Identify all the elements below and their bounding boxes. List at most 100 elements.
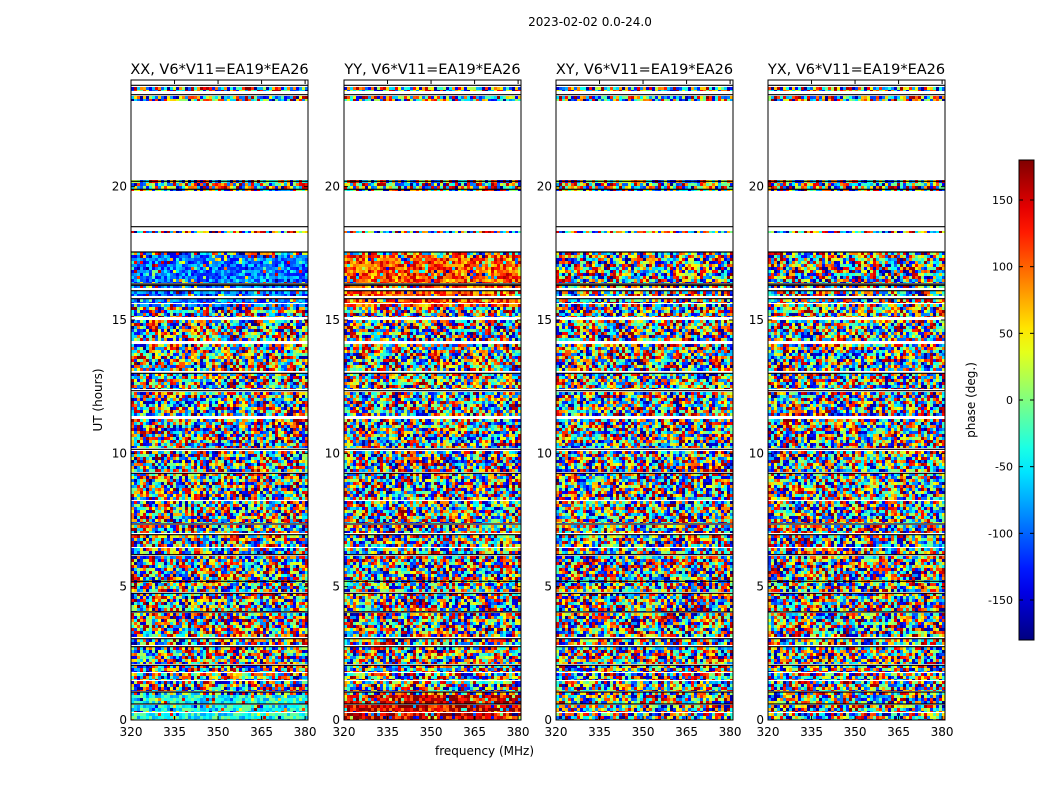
time-band	[131, 673, 308, 680]
panel-title: XX, V6*V11=EA19*EA26	[130, 62, 308, 78]
time-band	[131, 613, 308, 637]
row-separators	[131, 84, 308, 705]
time-band	[131, 291, 308, 296]
time-band	[131, 473, 308, 500]
x-tick-label: 380	[507, 725, 530, 739]
x-tick-label: 365	[463, 725, 486, 739]
time-band	[556, 673, 733, 680]
time-band	[131, 285, 308, 288]
time-band	[768, 613, 945, 637]
time-band	[556, 692, 733, 704]
time-band	[344, 344, 521, 371]
panel-title: XY, V6*V11=EA19*EA26	[556, 62, 733, 78]
plot-frame	[130, 79, 309, 721]
y-tick-label: 5	[332, 580, 340, 594]
x-tick-label: 365	[675, 725, 698, 739]
time-band	[344, 87, 521, 91]
y-tick-label: 15	[325, 313, 340, 327]
x-axis-label: frequency (MHz)	[435, 744, 534, 758]
y-tick-label: 10	[537, 446, 552, 460]
row-separators	[344, 84, 521, 705]
time-band	[344, 681, 521, 691]
time-band	[768, 231, 945, 233]
y-tick-label: 10	[749, 446, 764, 460]
y-tick-label: 10	[112, 446, 127, 460]
time-band	[768, 501, 945, 523]
time-band	[344, 473, 521, 500]
time-band	[768, 96, 945, 101]
y-tick-label: 20	[749, 180, 764, 194]
time-band	[556, 419, 733, 448]
time-band	[344, 613, 521, 637]
time-band	[556, 613, 733, 637]
time-band	[344, 593, 521, 612]
time-band	[344, 392, 521, 416]
time-band	[768, 419, 945, 448]
x-tick-label: 365	[250, 725, 273, 739]
time-band	[131, 647, 308, 664]
time-band	[768, 593, 945, 612]
colorbar-tick-label: 100	[992, 261, 1013, 274]
time-band	[556, 299, 733, 303]
x-tick-label: 335	[800, 725, 823, 739]
time-band	[768, 285, 945, 288]
y-tick-label: 15	[749, 313, 764, 327]
y-tick-label: 5	[756, 580, 764, 594]
time-band	[344, 419, 521, 448]
colorbar-tick-label: 50	[999, 327, 1013, 340]
time-band	[556, 285, 733, 288]
colorbar-tick-label: 0	[1006, 394, 1013, 407]
time-band	[131, 252, 308, 283]
time-band	[768, 692, 945, 704]
time-band	[344, 705, 521, 712]
x-tick-label: 320	[545, 725, 568, 739]
time-band	[344, 535, 521, 547]
time-band	[344, 451, 521, 472]
time-band	[131, 96, 308, 101]
panels: XX, V6*V11=EA19*EA26 320 335 350 365 380 0 5 10 1…	[91, 62, 954, 758]
y-tick-label: 10	[325, 446, 340, 460]
time-band	[556, 96, 733, 101]
x-tick-label: 335	[163, 725, 186, 739]
plot-frame	[555, 79, 734, 721]
time-band	[768, 473, 945, 500]
panel-4: YX, V6*V11=EA19*EA26 320 335 350 365 380 0 5 10 1…	[749, 62, 954, 739]
colorbar-tick-label: 150	[992, 194, 1013, 207]
time-band	[556, 681, 733, 691]
time-band	[556, 647, 733, 664]
time-band	[768, 344, 945, 371]
y-tick-label: 20	[112, 180, 127, 194]
plot-frame	[343, 79, 522, 721]
time-band	[768, 525, 945, 533]
time-band	[344, 231, 521, 233]
time-band	[344, 548, 521, 555]
time-band	[344, 692, 521, 704]
x-tick-label: 320	[120, 725, 143, 739]
phase-image	[131, 87, 308, 720]
time-band	[344, 673, 521, 680]
time-band	[768, 304, 945, 317]
y-tick-label: 15	[537, 313, 552, 327]
time-band	[556, 320, 733, 341]
x-tick-label: 380	[931, 725, 954, 739]
time-band	[768, 392, 945, 416]
y-tick-label: 0	[756, 713, 764, 727]
time-band	[768, 451, 945, 472]
time-band	[556, 705, 733, 712]
time-band	[344, 320, 521, 341]
time-band	[768, 713, 945, 720]
time-band	[556, 501, 733, 523]
time-band	[768, 87, 945, 91]
y-tick-label: 0	[119, 713, 127, 727]
row-separators	[556, 84, 733, 705]
time-band	[131, 451, 308, 472]
time-band	[131, 320, 308, 341]
time-band	[556, 451, 733, 472]
time-band	[768, 665, 945, 672]
time-band	[344, 713, 521, 720]
time-band	[131, 87, 308, 91]
time-band	[768, 252, 945, 283]
time-band	[556, 665, 733, 672]
time-band	[768, 673, 945, 680]
